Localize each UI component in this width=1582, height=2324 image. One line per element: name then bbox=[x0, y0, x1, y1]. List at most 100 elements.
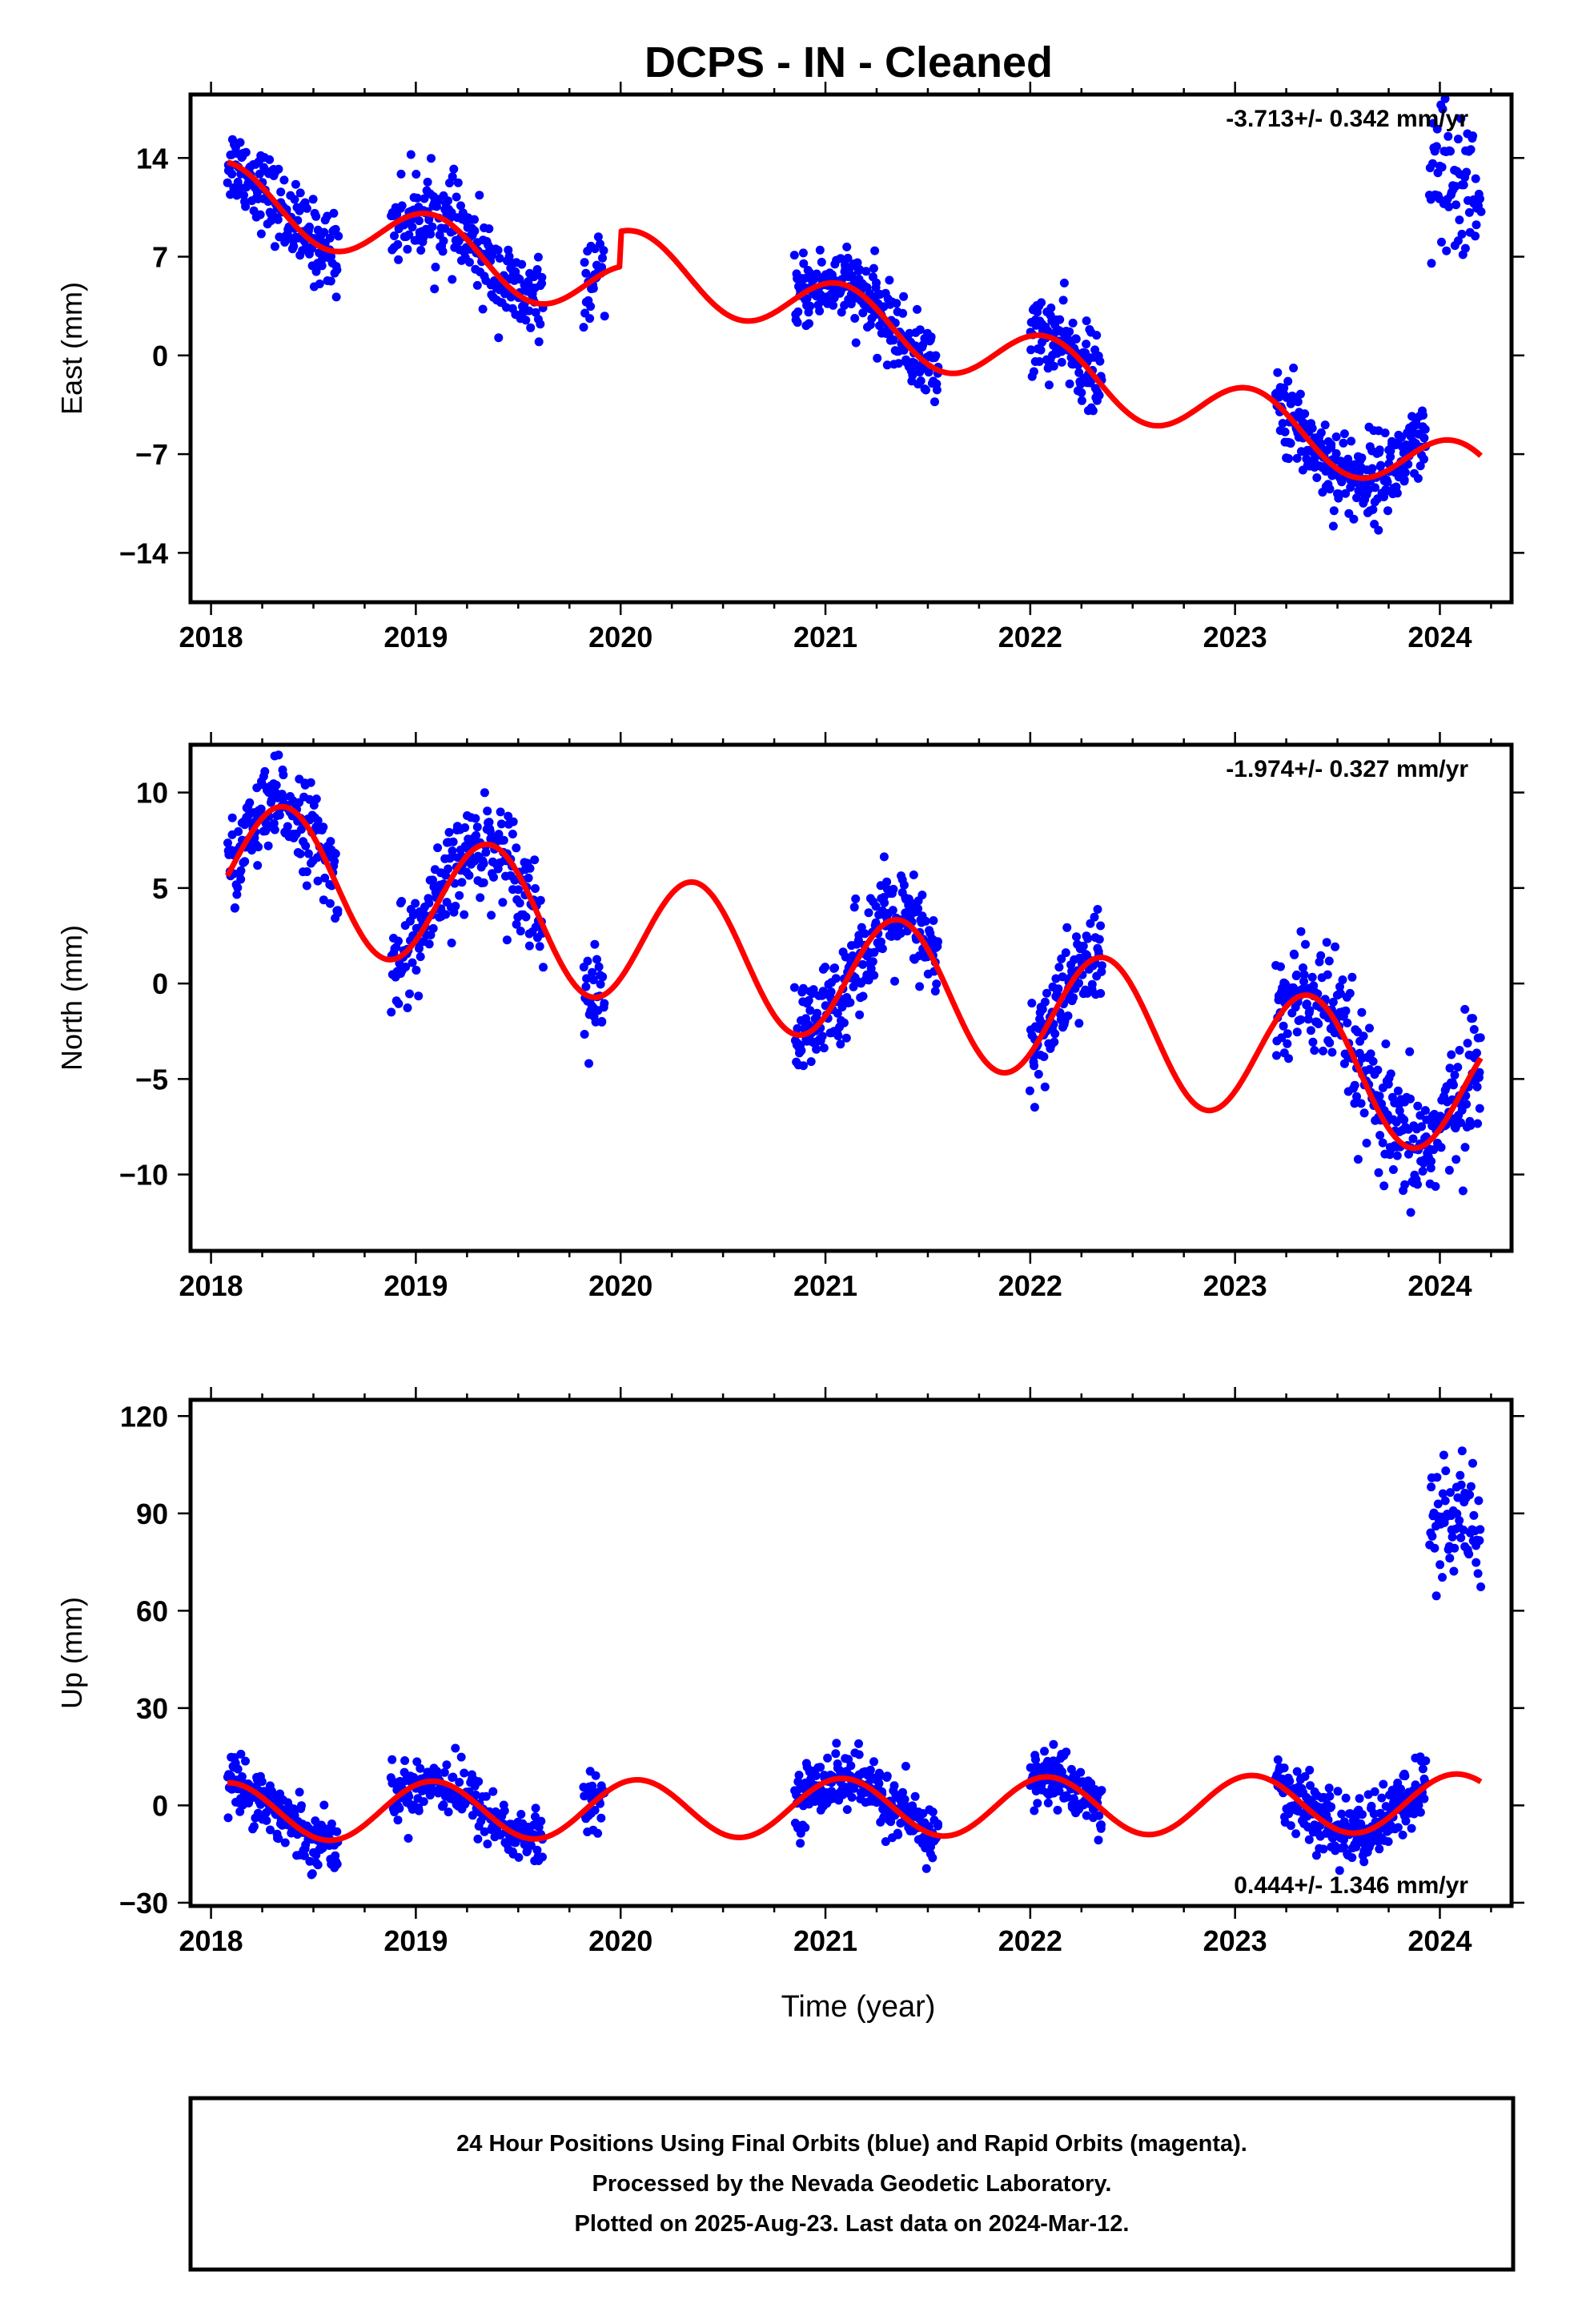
panel-up-point bbox=[1076, 1767, 1086, 1777]
panel-north-point bbox=[1359, 1108, 1369, 1118]
panel-up-point bbox=[516, 1810, 526, 1819]
panel-north-point bbox=[1292, 1027, 1302, 1037]
panel-north-ytick-label: 5 bbox=[152, 872, 168, 905]
panel-north-point bbox=[496, 819, 506, 829]
panel-east-point bbox=[317, 261, 327, 271]
panel-north-point bbox=[1296, 927, 1306, 936]
panel-north-point bbox=[1074, 979, 1083, 988]
panel-north-point bbox=[1377, 1099, 1387, 1108]
panel-up-point bbox=[831, 1749, 841, 1759]
panel-north-point bbox=[227, 813, 237, 822]
panel-up-point bbox=[1473, 1569, 1483, 1578]
panel-north-point bbox=[1299, 963, 1307, 972]
panel-north-point bbox=[1316, 951, 1326, 960]
panel-east-point bbox=[1352, 493, 1361, 503]
panel-north-point bbox=[1072, 932, 1081, 942]
panel-east-points bbox=[223, 94, 1486, 535]
panel-up-point bbox=[893, 1830, 903, 1839]
panel-east-point bbox=[470, 215, 479, 224]
panel-east-point bbox=[1037, 298, 1046, 308]
panel-up-point bbox=[1355, 1794, 1364, 1803]
panel-north-point bbox=[1408, 1134, 1418, 1144]
panel-east-point bbox=[836, 254, 845, 263]
panel-north-point bbox=[476, 893, 485, 903]
panel-north-point bbox=[909, 870, 918, 879]
panel-east-point bbox=[1462, 167, 1472, 177]
panel-up-point bbox=[796, 1839, 805, 1848]
panel-north-point bbox=[271, 780, 281, 790]
panel-north-point bbox=[1375, 1092, 1384, 1101]
panel-east-point bbox=[1452, 200, 1461, 210]
panel-east-point bbox=[837, 308, 846, 317]
panel-north-point bbox=[590, 939, 600, 949]
panel-up-point bbox=[1327, 1802, 1336, 1811]
panel-north-point bbox=[521, 912, 531, 922]
panel-up-axes: 2018 2019 2020 2021 2022 2023 2024 −30 0 30 60 90 12… bbox=[119, 1387, 1524, 1957]
panel-up-point bbox=[1273, 1755, 1283, 1764]
panel-north-point bbox=[849, 903, 859, 912]
panel-up-point bbox=[1475, 1536, 1484, 1546]
panel-up-point bbox=[1054, 1787, 1064, 1796]
panel-north-point bbox=[513, 885, 523, 895]
panel-north-point bbox=[313, 816, 323, 826]
panel-up-point bbox=[1453, 1493, 1463, 1502]
panel-north-point bbox=[929, 916, 938, 925]
panel-east-ytick-label: 14 bbox=[136, 142, 168, 175]
panel-north-point bbox=[594, 962, 604, 971]
panel-east-point bbox=[536, 320, 545, 329]
panel-north-point bbox=[1455, 1046, 1464, 1055]
panel-east-point bbox=[600, 312, 609, 321]
panel-up-point bbox=[590, 1806, 600, 1815]
panel-north-point bbox=[416, 952, 425, 962]
panel-east-point bbox=[930, 397, 939, 407]
panel-north-point bbox=[1025, 1086, 1034, 1096]
panel-north-point bbox=[1093, 905, 1102, 914]
panel-up-point bbox=[1476, 1582, 1486, 1591]
panel-up-ylabel: Up (mm) bbox=[55, 1597, 88, 1709]
panel-up-point bbox=[842, 1805, 852, 1815]
panel-north-point bbox=[539, 963, 548, 972]
panel-up-point bbox=[921, 1864, 931, 1873]
panel-north-point bbox=[1324, 956, 1334, 966]
panel-east-point bbox=[412, 170, 421, 179]
panel-up-point bbox=[816, 1763, 825, 1772]
panel-east-point bbox=[504, 245, 513, 255]
panel-up-point bbox=[235, 1807, 245, 1816]
panel-north-point bbox=[869, 971, 879, 980]
panel-east-point bbox=[1082, 316, 1091, 326]
panel-north-point bbox=[1061, 948, 1070, 958]
panel-up-point bbox=[886, 1817, 896, 1827]
panel-up-point bbox=[432, 1767, 442, 1776]
panel-north-point bbox=[428, 923, 438, 933]
panel-north-point bbox=[1460, 1143, 1470, 1152]
panel-up-xtick-label: 2018 bbox=[179, 1924, 243, 1957]
panel-north-point bbox=[1362, 1138, 1371, 1148]
panel-east-point bbox=[273, 215, 283, 224]
panel-north-point bbox=[1374, 1168, 1383, 1177]
panel-up-point bbox=[404, 1791, 414, 1801]
panel-north-points bbox=[223, 750, 1485, 1217]
panel-up-point bbox=[1383, 1837, 1393, 1847]
panel-north-point bbox=[826, 987, 836, 996]
panel-north-point bbox=[839, 1018, 849, 1027]
panel-north-point bbox=[283, 822, 292, 831]
panel-north-point bbox=[1359, 1031, 1368, 1041]
panel-east-point bbox=[1459, 180, 1468, 190]
panel-east-point bbox=[800, 274, 809, 283]
panel-up-ytick-label: 0 bbox=[152, 1789, 168, 1822]
panel-east-point bbox=[453, 178, 463, 187]
panel-north-point bbox=[821, 963, 830, 972]
panel-east-point bbox=[1289, 364, 1299, 372]
panel-up-point bbox=[854, 1739, 863, 1748]
x-axis-label: Time (year) bbox=[781, 1990, 936, 2024]
panel-north-point bbox=[1460, 1004, 1470, 1014]
panel-up-point bbox=[1452, 1509, 1462, 1518]
panel-east-point bbox=[289, 242, 299, 251]
panel-north-point bbox=[516, 927, 525, 936]
panel-east-point bbox=[593, 232, 603, 242]
panel-up-point bbox=[1433, 1499, 1443, 1509]
panel-east-point bbox=[465, 258, 474, 267]
panel-north-point bbox=[524, 873, 533, 883]
panel-north-point bbox=[524, 941, 534, 951]
panel-north-point bbox=[448, 837, 458, 846]
